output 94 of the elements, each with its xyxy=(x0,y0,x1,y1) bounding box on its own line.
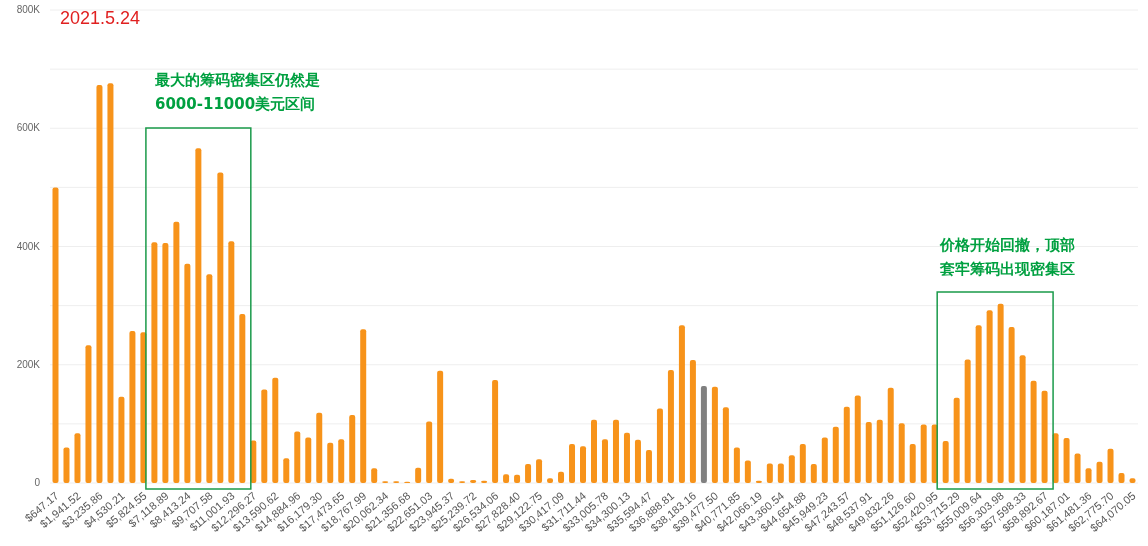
bar xyxy=(601,439,608,483)
bar xyxy=(788,455,795,483)
bar xyxy=(272,377,279,483)
bar xyxy=(953,397,960,483)
bar xyxy=(854,395,861,483)
bar xyxy=(327,442,334,483)
bar xyxy=(360,329,367,483)
y-tick-label: 200K xyxy=(16,358,41,370)
bar xyxy=(184,263,191,483)
bar xyxy=(920,424,927,483)
bar xyxy=(777,463,784,483)
bar xyxy=(173,221,180,483)
bar xyxy=(437,370,444,483)
bar xyxy=(580,446,587,483)
bar xyxy=(85,345,92,483)
bar xyxy=(997,303,1004,483)
bar xyxy=(129,331,136,483)
bar xyxy=(898,423,905,483)
bar xyxy=(832,426,839,483)
y-tick-label: 0 xyxy=(34,477,41,488)
bar xyxy=(195,148,202,483)
bar xyxy=(689,360,696,483)
bar xyxy=(371,468,378,483)
bar xyxy=(733,447,740,483)
bar xyxy=(1074,453,1081,483)
bar xyxy=(1118,472,1125,483)
annotation: 2021.5.24 xyxy=(60,8,142,29)
bar xyxy=(799,443,806,483)
bar xyxy=(63,447,70,483)
bar xyxy=(591,419,597,483)
annotation: 最大的筹码密集区仍然是6000-11000美元区间 xyxy=(155,70,321,115)
bar xyxy=(349,415,356,483)
bar xyxy=(722,407,729,483)
bar xyxy=(52,187,59,483)
bar xyxy=(612,419,619,483)
bar xyxy=(426,421,433,483)
bar xyxy=(74,433,81,483)
bar xyxy=(1008,326,1015,483)
bar xyxy=(151,242,158,483)
bar xyxy=(843,406,850,483)
bar xyxy=(503,474,510,483)
bar xyxy=(623,432,630,483)
bar xyxy=(1096,461,1103,483)
bar xyxy=(865,422,872,483)
bar xyxy=(206,274,213,483)
bar xyxy=(678,325,685,483)
bar xyxy=(1085,468,1092,483)
bar xyxy=(305,437,312,483)
bar xyxy=(667,370,674,483)
bar xyxy=(744,460,751,483)
bar xyxy=(1041,390,1048,483)
bar xyxy=(96,85,103,483)
bar xyxy=(338,439,345,483)
bar xyxy=(228,241,235,483)
bar xyxy=(558,471,565,483)
bar xyxy=(492,380,499,483)
bar xyxy=(162,242,169,483)
bar xyxy=(634,439,641,483)
bar xyxy=(283,458,290,483)
bar xyxy=(700,386,707,483)
bar xyxy=(887,387,894,483)
bar xyxy=(547,478,554,483)
bar xyxy=(569,443,576,483)
y-tick-label: 600K xyxy=(16,122,41,134)
y-tick-label: 400K xyxy=(16,240,41,252)
bar xyxy=(975,325,982,483)
bar xyxy=(766,463,773,483)
bar xyxy=(239,313,246,483)
bar xyxy=(909,443,916,483)
annotation: 价格开始回撤，顶部套牢筹码出现密集区 xyxy=(940,235,1076,280)
bar xyxy=(415,467,422,483)
bar xyxy=(514,474,521,483)
bar xyxy=(942,441,949,483)
bar xyxy=(711,386,718,483)
bar xyxy=(316,412,323,483)
bar xyxy=(1063,438,1070,483)
bar xyxy=(656,408,663,483)
bar xyxy=(821,437,828,483)
bar xyxy=(986,310,993,483)
bar xyxy=(810,464,817,483)
bar xyxy=(107,83,114,483)
bar xyxy=(645,449,652,483)
bar xyxy=(294,431,301,483)
bar xyxy=(876,419,883,483)
bar xyxy=(217,172,224,483)
bar xyxy=(536,459,543,483)
bar xyxy=(525,464,532,483)
bar xyxy=(1030,380,1037,483)
bar xyxy=(964,359,971,483)
y-tick-label: 800K xyxy=(16,4,41,15)
bar xyxy=(261,389,268,483)
bar xyxy=(118,396,125,483)
bar xyxy=(1107,448,1114,483)
bar xyxy=(1019,355,1026,483)
